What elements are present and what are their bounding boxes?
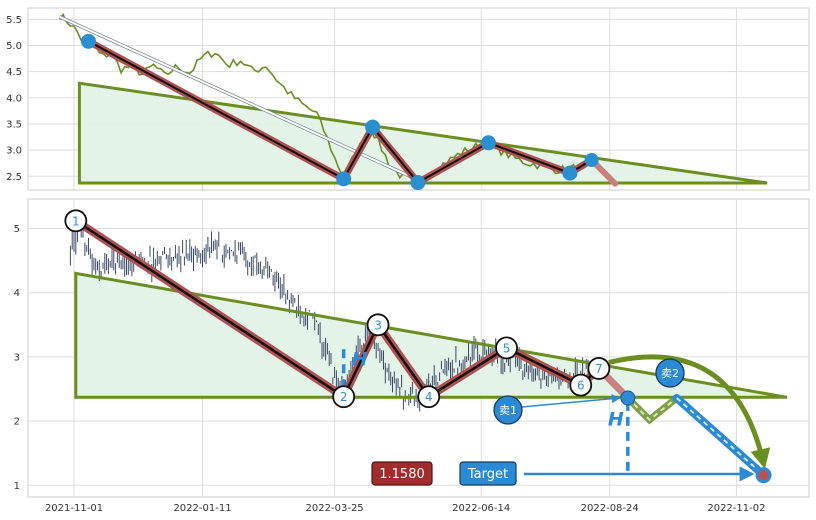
top-y-tick-label: 4.0	[6, 93, 22, 104]
x-tick-label: 2022-03-25	[306, 503, 364, 514]
pattern-point-circle	[587, 357, 611, 380]
pattern-point-circle	[332, 385, 356, 409]
bottom-y-tick-label: 5	[14, 224, 20, 235]
bottom-panel: 2021-11-01 2022-01-11 2022-03-25 2022-06-14…	[14, 198, 810, 514]
target-point-inner	[758, 470, 769, 481]
x-tick-label: 2022-01-11	[173, 503, 231, 514]
sell1-point	[620, 390, 636, 406]
pattern-point-label: 6	[577, 379, 585, 393]
top-price-line	[58, 12, 592, 182]
sell1-label: 卖1	[499, 404, 517, 417]
pattern-point-label: 2	[340, 390, 348, 404]
sell2-label: 卖2	[661, 367, 679, 380]
top-pattern-point	[336, 171, 352, 187]
pattern-point-circle	[569, 373, 593, 397]
h-label-right: H	[608, 409, 624, 431]
top-y-tick-label: 5.0	[6, 41, 22, 52]
pattern-point-label: 4	[425, 390, 433, 404]
target-label: Target	[467, 467, 508, 482]
pattern-point-label: 1	[72, 214, 80, 228]
top-pattern-point	[584, 153, 599, 168]
pattern-point-circle	[495, 336, 518, 360]
bottom-y-tick-label: 2	[14, 417, 20, 428]
pattern-point-label: 3	[374, 318, 382, 332]
pattern-point-circle	[366, 313, 390, 337]
sell1-badge	[493, 395, 523, 425]
top-pattern-point	[80, 33, 96, 49]
target-price-box	[371, 461, 433, 486]
top-panel: 2.5 3.0 3.5 4.0 4.5 5.0 5.5	[6, 7, 810, 191]
target-price-label: 1.1580	[379, 467, 425, 482]
x-tick-label: 2022-11-02	[707, 503, 765, 514]
bottom-y-tick-label: 3	[14, 352, 20, 363]
bottom-y-tick-label: 1	[14, 481, 20, 492]
bottom-y-tick-label: 4	[14, 288, 20, 299]
curved-target-arrow	[608, 354, 771, 470]
top-pattern-point	[365, 119, 381, 135]
pattern-point-circle	[417, 385, 441, 409]
x-tick-label: 2021-11-01	[45, 503, 103, 514]
top-pattern-point	[562, 165, 578, 181]
h-label-left: H	[352, 349, 368, 371]
top-pattern-point	[480, 135, 496, 151]
pattern-point-label: 5	[503, 341, 511, 355]
x-tick-label: 2022-06-14	[452, 503, 510, 514]
top-y-tick-label: 3.5	[6, 119, 22, 130]
pattern-point-label: 7	[595, 362, 603, 376]
target-box	[459, 461, 517, 486]
x-tick-label: 2022-08-24	[581, 503, 639, 514]
top-pattern-point	[410, 175, 426, 191]
top-y-tick-label: 3.0	[6, 146, 22, 157]
top-y-tick-label: 5.5	[6, 15, 22, 26]
pattern-point-circle	[64, 209, 88, 233]
top-y-tick-label: 4.5	[6, 67, 22, 78]
sell2-badge	[655, 358, 685, 388]
bottom-projection-green-dash	[627, 397, 678, 422]
bottom-projection-target-dash	[676, 397, 765, 476]
sell1-arrow	[521, 394, 621, 408]
top-y-tick-label: 2.5	[6, 172, 22, 183]
